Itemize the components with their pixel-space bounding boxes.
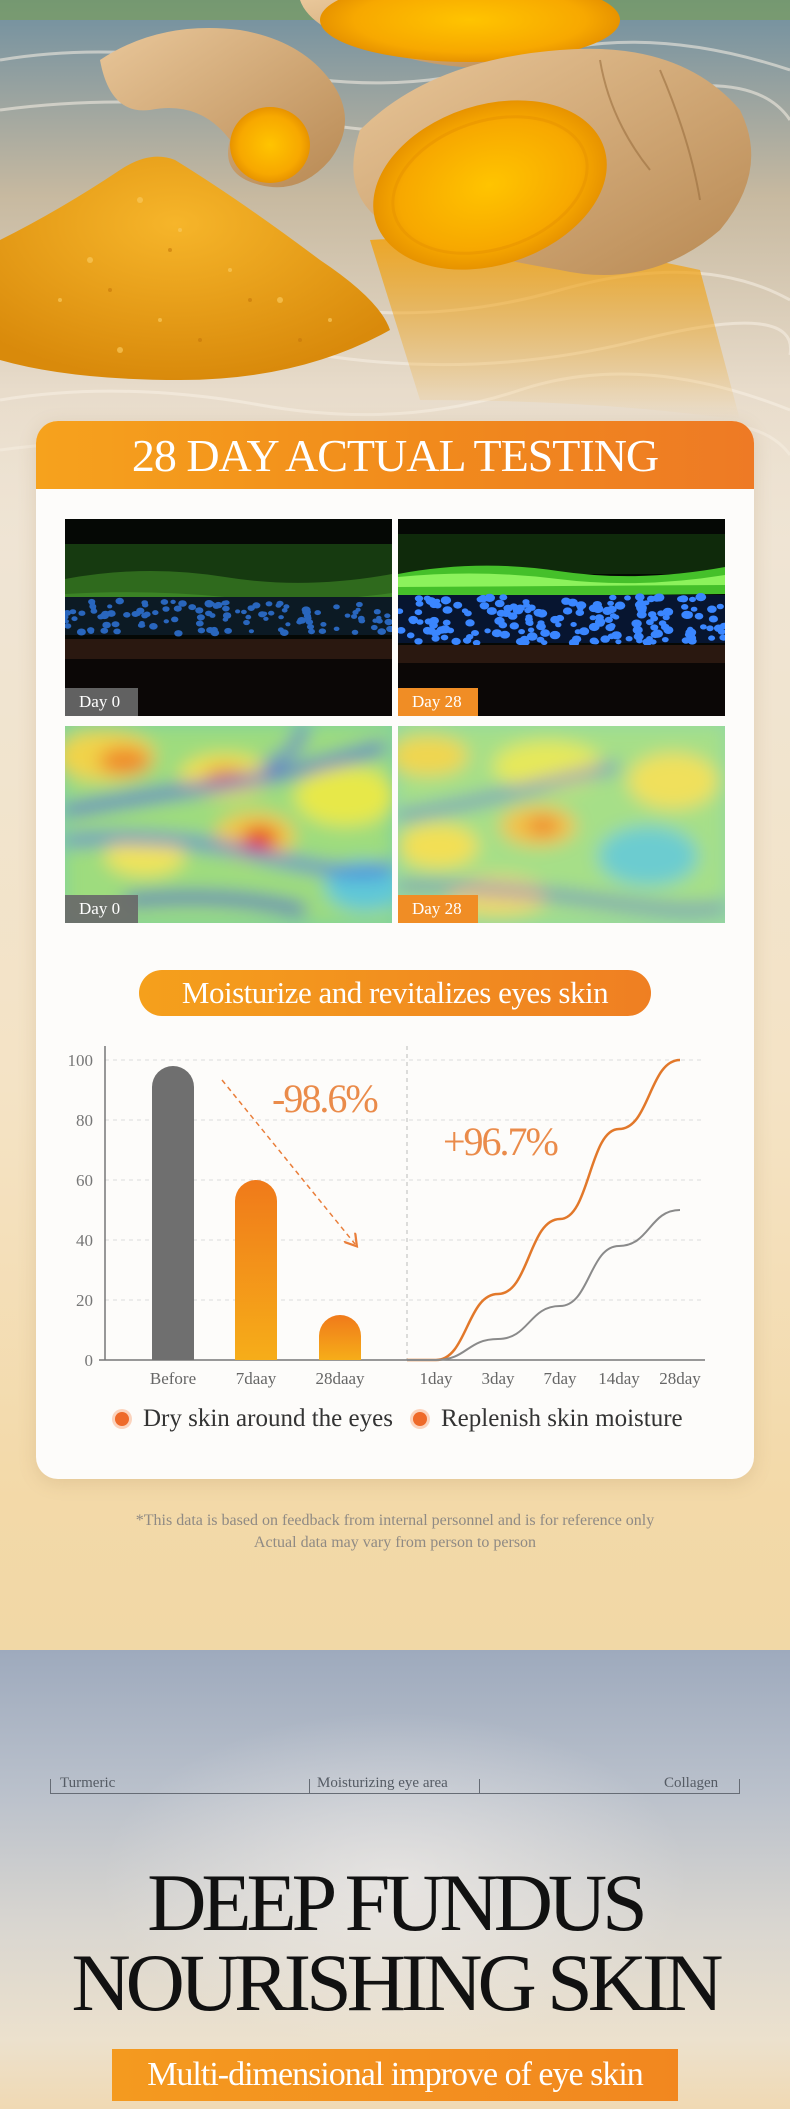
hero-turmeric-photo [0, 0, 790, 560]
line-annotation: +96.7% [443, 1119, 558, 1164]
feature-label-collagen: Collagen [664, 1775, 719, 1791]
moisturize-pill-label: Moisturize and revitalizes eyes skin [181, 975, 609, 1010]
disclaimer-line2: Actual data may vary from person to pers… [253, 1534, 537, 1551]
day-badge: Day 28 [398, 688, 478, 716]
thermal-image-day0 [65, 726, 392, 923]
x-tick-label: 28day [659, 1369, 701, 1388]
headline-line2: NOURISHING SKIN [71, 1937, 723, 2028]
day-badge: Day 0 [65, 895, 138, 923]
rule-tick [309, 1779, 310, 1794]
series-line [407, 1058, 681, 1362]
legend-item-replenish: Replenish skin moisture [413, 1402, 683, 1436]
y-tick-label: 80 [76, 1111, 93, 1130]
subtitle-banner: Multi-dimensional improve of eye skin [112, 2049, 678, 2101]
series-line [407, 1209, 681, 1361]
x-tick-label: 1day [419, 1369, 453, 1388]
x-tick-label: 7day [543, 1369, 577, 1388]
x-tick-label: 7daay [236, 1369, 277, 1388]
legend-dot [115, 1412, 129, 1426]
rule-tick [739, 1779, 740, 1794]
headline-line1: DEEP FUNDUS [147, 1857, 648, 1948]
day-badge: Day 28 [398, 895, 478, 923]
moisture-chart: 0 20 40 60 80 100 Before 7daay 28daay -98.6% 1day 3… [68, 1046, 705, 1388]
x-tick-label: 3day [481, 1369, 515, 1388]
label-rule [50, 1793, 740, 1794]
legend-item-dry-skin: Dry skin around the eyes [115, 1402, 393, 1436]
moisturize-pill: Moisturize and revitalizes eyes skin [139, 970, 651, 1016]
y-tick-label: 40 [76, 1231, 93, 1250]
legend-label: Dry skin around the eyes [143, 1405, 393, 1432]
x-tick-label: 14day [598, 1369, 640, 1388]
y-tick-label: 100 [68, 1051, 94, 1070]
feature-label-turmeric: Turmeric [60, 1775, 116, 1791]
thermal-tile-day0: Day 0 [65, 726, 392, 923]
microscopy-image-day0 [65, 519, 392, 716]
thermal-tile-day28: Day 28 [398, 726, 725, 923]
feature-label-moisturizing: Moisturizing eye area [317, 1775, 448, 1791]
microscopy-tile-day28: Day 28 [398, 519, 725, 716]
bar [152, 1066, 194, 1360]
day-badge: Day 0 [65, 688, 138, 716]
testing-title: 28 DAY ACTUAL TESTING [131, 429, 659, 481]
microscopy-image-day28 [398, 519, 725, 716]
y-tick-label: 60 [76, 1171, 93, 1190]
trend-arrow [221, 1079, 355, 1244]
legend-dot [413, 1412, 427, 1426]
x-tick-label: 28daay [315, 1369, 365, 1388]
disclaimer-line1: *This data is based on feedback from int… [135, 1512, 655, 1529]
bar [235, 1180, 277, 1360]
feature-section-glow [0, 1650, 790, 2109]
testing-card-header: 28 DAY ACTUAL TESTING [36, 421, 754, 489]
subtitle-text: Multi-dimensional improve of eye skin [147, 2056, 644, 2093]
x-tick-label: Before [150, 1369, 196, 1388]
legend-label: Replenish skin moisture [441, 1405, 683, 1432]
rule-tick [479, 1779, 480, 1794]
y-tick-label: 0 [85, 1351, 94, 1370]
thermal-image-day28 [398, 726, 725, 923]
bar-annotation: -98.6% [272, 1076, 377, 1121]
bar [319, 1315, 361, 1360]
rule-tick [50, 1779, 51, 1794]
microscopy-tile-day0: Day 0 [65, 519, 392, 716]
y-tick-label: 20 [76, 1291, 93, 1310]
